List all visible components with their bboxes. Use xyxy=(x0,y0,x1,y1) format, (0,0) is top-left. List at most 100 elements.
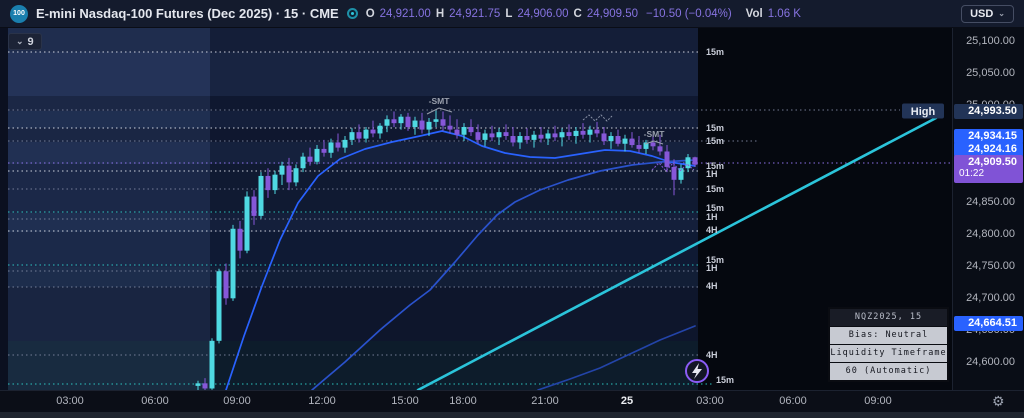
candle[interactable] xyxy=(202,378,208,393)
candle[interactable] xyxy=(454,119,460,139)
candle[interactable] xyxy=(363,127,369,143)
candle[interactable] xyxy=(538,127,544,143)
chart-area[interactable]: -SMT -SMT 15m 15m 15m 15m 1H 15m 15m 1H 4H 15m 1H 4H 4… xyxy=(0,28,952,393)
candle[interactable] xyxy=(370,120,376,138)
candle[interactable] xyxy=(384,115,390,133)
candle[interactable] xyxy=(664,145,670,173)
candle[interactable] xyxy=(496,128,502,146)
candle-body xyxy=(559,132,565,138)
candle[interactable] xyxy=(489,125,495,142)
trendline[interactable] xyxy=(416,116,938,392)
candle[interactable] xyxy=(622,134,628,152)
candle[interactable] xyxy=(559,128,565,147)
candle[interactable] xyxy=(244,191,250,254)
candle[interactable] xyxy=(230,224,236,301)
candle[interactable] xyxy=(468,119,474,137)
candle[interactable] xyxy=(510,127,516,147)
bottom-scrollbar[interactable] xyxy=(0,412,1024,418)
candle[interactable] xyxy=(328,138,334,158)
timeframe-label: 15m xyxy=(706,203,724,213)
candle[interactable] xyxy=(531,130,537,148)
candle[interactable] xyxy=(223,263,229,305)
smt-label[interactable]: -SMT xyxy=(429,96,451,106)
time-tick: 21:00 xyxy=(531,395,559,407)
candle-body xyxy=(265,175,271,191)
candle[interactable] xyxy=(643,139,649,155)
candle[interactable] xyxy=(426,117,432,137)
candle[interactable] xyxy=(636,136,642,153)
indicator-info-panel[interactable]: NQZ2025, 15 Bias: Neutral Liquidity Time… xyxy=(828,307,949,382)
candle[interactable] xyxy=(692,156,698,167)
candle[interactable] xyxy=(601,127,607,146)
price-scale[interactable]: 25,100.0025,050.0025,000.0024,850.0024,8… xyxy=(952,28,1024,390)
candle[interactable] xyxy=(433,110,439,128)
candle[interactable] xyxy=(594,121,600,138)
ma-fast-line[interactable] xyxy=(225,130,696,391)
candle[interactable] xyxy=(650,134,656,151)
candle[interactable] xyxy=(461,123,467,142)
candle[interactable] xyxy=(475,124,481,144)
candle[interactable] xyxy=(216,268,222,344)
candle[interactable] xyxy=(258,172,264,219)
candle[interactable] xyxy=(272,170,278,194)
ma-slow-line[interactable] xyxy=(537,325,696,391)
timeframe-label: 4H xyxy=(706,350,718,360)
candle[interactable] xyxy=(517,132,523,149)
candle[interactable] xyxy=(580,123,586,139)
candle[interactable] xyxy=(293,164,299,187)
chart-canvas[interactable]: -SMT-SMT15m15m15m15m1H15m15m1H4H15m1H4H4… xyxy=(0,28,952,393)
price-change: −10.50 (−0.04%) xyxy=(646,7,732,20)
candle[interactable] xyxy=(545,129,551,146)
candle[interactable] xyxy=(447,115,453,134)
candle[interactable] xyxy=(524,128,530,144)
candle[interactable] xyxy=(349,128,355,146)
candle[interactable] xyxy=(314,145,320,165)
candle[interactable] xyxy=(503,124,509,140)
candle[interactable] xyxy=(419,112,425,134)
candle[interactable] xyxy=(552,125,558,142)
settings-gear-icon[interactable]: ⚙ xyxy=(992,393,1005,409)
candle[interactable] xyxy=(377,123,383,139)
candle[interactable] xyxy=(657,134,663,156)
ma-mid-line[interactable] xyxy=(311,159,696,391)
smt-label[interactable]: -SMT xyxy=(644,129,666,139)
candle[interactable] xyxy=(398,114,404,130)
candle[interactable] xyxy=(608,132,614,149)
candle[interactable] xyxy=(671,159,677,196)
candle[interactable] xyxy=(412,116,418,135)
candle[interactable] xyxy=(342,136,348,153)
candle[interactable] xyxy=(237,221,243,259)
candle[interactable] xyxy=(678,164,684,184)
candle[interactable] xyxy=(573,127,579,144)
currency-dropdown[interactable]: USD ⌄ xyxy=(961,4,1014,23)
candle[interactable] xyxy=(286,157,292,191)
candle[interactable] xyxy=(279,161,285,185)
price-tick: 25,100.00 xyxy=(966,35,1015,47)
candle-body xyxy=(545,133,551,139)
indicators-collapse-button[interactable]: ⌄ 9 xyxy=(8,33,42,50)
symbol-title[interactable]: E-mini Nasdaq-100 Futures (Dec 2025) · 1… xyxy=(36,6,339,21)
candle[interactable] xyxy=(391,111,397,128)
candle[interactable] xyxy=(209,338,215,390)
candle[interactable] xyxy=(440,111,446,131)
time-axis[interactable]: 03:00 06:00 09:00 12:00 15:00 18:00 21:00 25 03:… xyxy=(0,390,1024,412)
candle[interactable] xyxy=(685,154,691,173)
candle[interactable] xyxy=(587,125,593,143)
candles[interactable] xyxy=(195,110,698,393)
candle[interactable] xyxy=(265,168,271,198)
candle[interactable] xyxy=(321,139,327,157)
candle[interactable] xyxy=(566,124,572,140)
candle[interactable] xyxy=(307,147,313,166)
candle[interactable] xyxy=(335,133,341,152)
candle[interactable] xyxy=(615,129,621,147)
candle[interactable] xyxy=(195,380,201,392)
candle[interactable] xyxy=(356,124,362,143)
candle[interactable] xyxy=(482,129,488,147)
candle[interactable] xyxy=(300,152,306,173)
candle[interactable] xyxy=(405,112,411,131)
candle[interactable] xyxy=(629,132,635,148)
candle-body xyxy=(671,166,677,180)
candle[interactable] xyxy=(251,190,257,225)
market-status-icon[interactable] xyxy=(346,8,358,19)
high-tag[interactable] xyxy=(902,103,944,119)
